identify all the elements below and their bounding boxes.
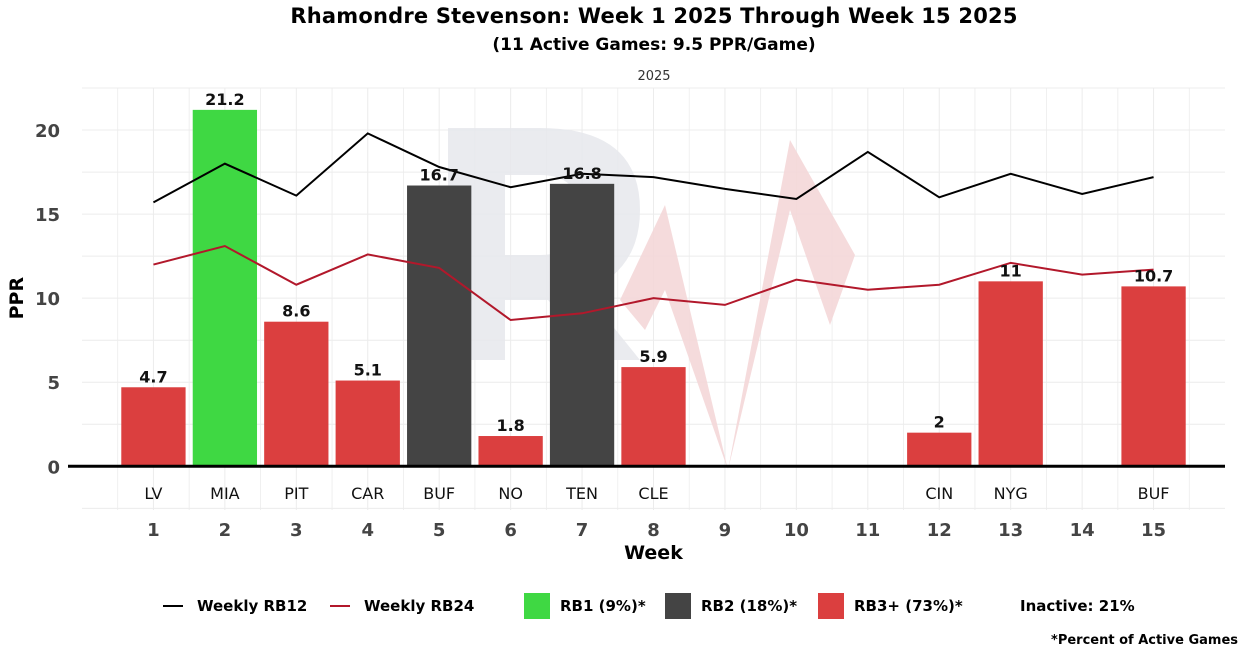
bars: [121, 109, 1186, 467]
reference-lines: [152, 132, 1154, 322]
chart-subtitle: (11 Active Games: 9.5 PPR/Game): [492, 35, 816, 55]
legend-item-weekly-rb12: Weekly RB12: [163, 594, 307, 618]
x-tick-label: 12: [927, 520, 952, 541]
legend-line-swatch: [163, 605, 183, 607]
legend-label: Inactive: 21%: [1020, 597, 1135, 615]
y-tick-label: 15: [35, 205, 60, 226]
legend-item-rb3-73: RB3+ (73%)*: [818, 593, 963, 619]
bar-labels: 4.7 21.2 8.6 5.1 16.7 1.8 16.8 5.9 2 11 10.7: [139, 90, 1173, 435]
legend-item-weekly-rb24: Weekly RB24: [330, 594, 474, 618]
y-tick-label: 5: [47, 373, 60, 394]
data-label: 4.7: [139, 367, 167, 386]
x-tick-label: 15: [1141, 520, 1166, 541]
legend-item-inactive-21: Inactive: 21%: [1020, 594, 1135, 618]
opponent-label: CLE: [638, 484, 668, 503]
opponent-label: LV: [144, 484, 162, 503]
opponent-label: NO: [498, 484, 523, 503]
watermark-zigzag-icon: [620, 140, 855, 470]
opponent-label: BUF: [423, 484, 455, 503]
bar-week-7: [549, 183, 615, 467]
data-label: 16.8: [562, 164, 601, 183]
x-tick-label: 13: [998, 520, 1023, 541]
opponent-label: BUF: [1138, 484, 1170, 503]
x-tick-label: 6: [504, 520, 517, 541]
legend-label: Weekly RB12: [197, 597, 308, 615]
opponent-label: CIN: [925, 484, 953, 503]
chart-canvas: 4.7 21.2 8.6 5.1 16.7 1.8 16.8 5.9 2 11 10.7 0 5 10 1…: [6, 87, 1225, 564]
bar-week-12: [907, 432, 972, 467]
opponent-label: TEN: [565, 484, 598, 503]
data-label: 5.9: [639, 347, 667, 366]
chart-title: Rhamondre Stevenson: Week 1 2025 Through…: [290, 4, 1018, 28]
data-label: 16.7: [419, 166, 458, 185]
data-label: 2: [934, 413, 945, 432]
y-tick-label: 20: [35, 121, 60, 142]
x-tick-label: 7: [576, 520, 589, 541]
legend-color-swatch: [818, 593, 844, 619]
bar-week-5: [407, 185, 472, 467]
x-tick-label: 10: [784, 520, 809, 541]
x-tick-label: 11: [855, 520, 880, 541]
bar-week-15: [1121, 286, 1186, 467]
opponent-label: CAR: [351, 484, 384, 503]
bar-week-13: [978, 281, 1043, 467]
x-tick-label: 5: [433, 520, 446, 541]
x-tick-label: 2: [219, 520, 232, 541]
bar-week-6: [478, 436, 543, 467]
data-label: 10.7: [1134, 266, 1173, 285]
bar-week-4: [335, 380, 400, 467]
bar-week-2: [192, 109, 258, 467]
y-axis-title: PPR: [6, 277, 28, 320]
facet-label: 2025: [637, 69, 671, 84]
bar-week-3: [264, 321, 329, 467]
y-tick-label: 0: [47, 457, 60, 478]
opponent-label: MIA: [210, 484, 240, 503]
data-label: 11: [1000, 261, 1022, 280]
x-tick-label: 3: [290, 520, 303, 541]
legend-label: RB1 (9%)*: [560, 597, 646, 615]
legend-item-rb1-9: RB1 (9%)*: [524, 593, 646, 619]
data-label: 8.6: [282, 302, 310, 321]
legend-item-rb2-18: RB2 (18%)*: [665, 593, 798, 619]
x-axis-title: Week: [624, 542, 683, 564]
legend-line-swatch: [330, 605, 350, 607]
x-tick-label: 14: [1070, 520, 1095, 541]
legend-color-swatch: [665, 593, 691, 619]
opponent-label: NYG: [994, 484, 1028, 503]
y-tick-label: 10: [35, 289, 60, 310]
legend-color-swatch: [524, 593, 550, 619]
data-label: 5.1: [354, 361, 382, 380]
x-tick-label: 4: [361, 520, 374, 541]
bar-week-1: [121, 387, 186, 467]
data-label: 21.2: [205, 90, 244, 109]
x-tick-label: 1: [147, 520, 160, 541]
data-label: 1.8: [496, 416, 524, 435]
bar-week-8: [621, 367, 686, 467]
legend-label: Weekly RB24: [364, 597, 475, 615]
opponent-label: PIT: [284, 484, 308, 503]
legend-label: RB3+ (73%)*: [854, 597, 963, 615]
x-tick-label: 8: [647, 520, 660, 541]
legend-label: RB2 (18%)*: [701, 597, 798, 615]
x-tick-label: 9: [719, 520, 732, 541]
footnote: *Percent of Active Games: [1051, 633, 1238, 648]
